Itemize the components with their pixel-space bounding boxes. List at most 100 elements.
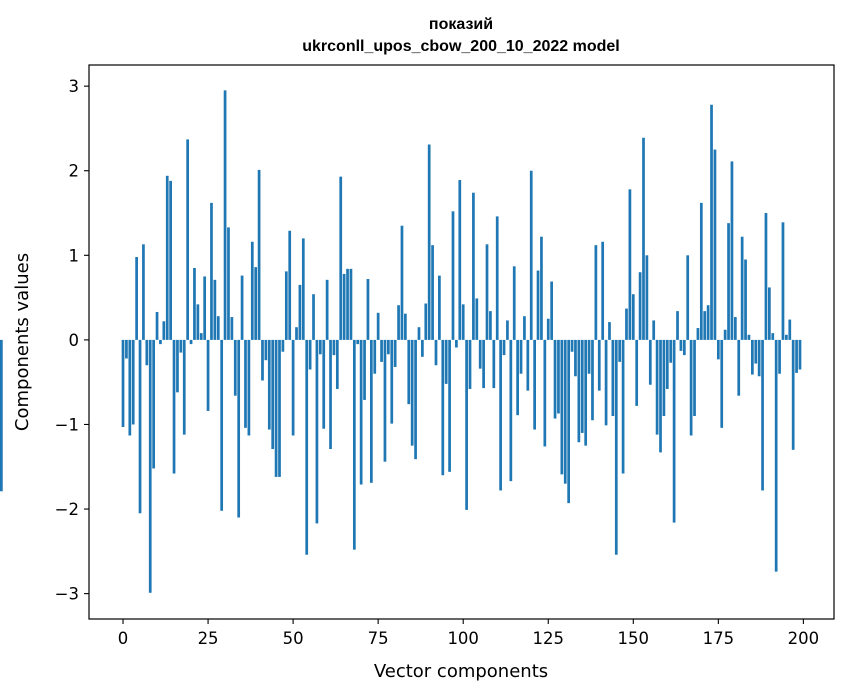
x-tick-label: 25 bbox=[198, 629, 219, 648]
bar-component-194 bbox=[781, 222, 785, 340]
bar-component-102 bbox=[468, 339, 472, 389]
bar-component-126 bbox=[550, 281, 554, 340]
bar-component-100 bbox=[461, 304, 465, 340]
bar-component-115 bbox=[512, 266, 516, 340]
x-tick-label: 200 bbox=[788, 629, 820, 648]
bar-component-72 bbox=[366, 278, 370, 340]
bar-component-10 bbox=[155, 311, 159, 340]
bar-component-57 bbox=[315, 339, 319, 524]
bar-component-193 bbox=[778, 339, 781, 374]
bar-component-178 bbox=[727, 223, 730, 340]
bar-component-136 bbox=[584, 339, 588, 446]
bar-component-145 bbox=[614, 339, 618, 555]
bar-component-40 bbox=[257, 169, 261, 340]
bar-component-185 bbox=[751, 339, 754, 375]
bar-component-110 bbox=[495, 216, 499, 340]
bar-component-87 bbox=[417, 327, 421, 340]
y-tick-label: −2 bbox=[55, 500, 79, 519]
bar-component-2 bbox=[128, 339, 132, 436]
bar-component-137 bbox=[587, 339, 591, 374]
bar-component-69 bbox=[356, 339, 360, 345]
bar-component-160 bbox=[665, 339, 669, 389]
bar-component-36 bbox=[244, 339, 247, 428]
bar-component-198 bbox=[795, 339, 798, 373]
bar-component-34 bbox=[237, 339, 241, 518]
bar-component-134 bbox=[577, 339, 581, 443]
bar-component-65 bbox=[342, 273, 346, 340]
x-axis: 0 25 50 75 100 125 150 175 200 bbox=[118, 619, 819, 648]
x-axis-label: Vector components bbox=[374, 661, 548, 682]
y-tick-label: 0 bbox=[69, 331, 80, 350]
bar-component-89 bbox=[424, 303, 428, 340]
bar-component-26 bbox=[210, 202, 213, 340]
bar-component-187 bbox=[757, 339, 761, 377]
bar-component-197 bbox=[791, 339, 795, 450]
bar-component-191 bbox=[771, 333, 775, 340]
bar-component-undefined bbox=[0, 339, 3, 492]
bar-component-130 bbox=[563, 339, 567, 484]
bar-component-167 bbox=[689, 339, 693, 436]
y-tick-label: 1 bbox=[69, 246, 80, 265]
bar-component-119 bbox=[526, 339, 530, 391]
bar-component-68 bbox=[352, 339, 356, 550]
bar-component-3 bbox=[131, 339, 135, 425]
bar-component-159 bbox=[662, 339, 666, 417]
bar-component-99 bbox=[458, 180, 462, 340]
bar-component-172 bbox=[706, 305, 710, 340]
bar-component-127 bbox=[553, 339, 557, 419]
bar-component-153 bbox=[642, 137, 645, 340]
bar-component-171 bbox=[703, 311, 707, 340]
bar-component-22 bbox=[196, 304, 200, 340]
bar-component-27 bbox=[213, 279, 217, 340]
bar-component-152 bbox=[638, 272, 642, 340]
bar-component-96 bbox=[448, 339, 451, 472]
bar-component-175 bbox=[716, 339, 720, 360]
bar-component-176 bbox=[720, 339, 724, 428]
bar-component-8 bbox=[148, 339, 152, 593]
x-tick-label: 175 bbox=[703, 629, 735, 648]
bar-component-86 bbox=[414, 339, 417, 460]
bar-component-59 bbox=[322, 339, 326, 429]
bar-component-104 bbox=[475, 298, 479, 340]
bar-component-132 bbox=[570, 339, 574, 352]
bar-component-139 bbox=[594, 245, 598, 340]
x-tick-label: 125 bbox=[532, 629, 564, 648]
y-tick-label: −3 bbox=[55, 585, 79, 604]
bar-component-125 bbox=[546, 318, 550, 340]
bar-component-21 bbox=[193, 267, 196, 340]
bar-component-183 bbox=[744, 259, 747, 340]
chart-title-line-1: показий bbox=[429, 16, 493, 33]
bar-component-105 bbox=[478, 339, 482, 369]
bar-component-195 bbox=[785, 334, 788, 340]
bar-component-6 bbox=[142, 244, 145, 340]
bar-component-161 bbox=[669, 339, 673, 363]
bar-component-188 bbox=[761, 339, 764, 491]
bar-component-64 bbox=[339, 176, 343, 340]
bar-component-52 bbox=[298, 284, 302, 340]
bar-component-117 bbox=[519, 339, 523, 374]
bar-component-192 bbox=[774, 339, 778, 572]
bar-component-162 bbox=[672, 339, 676, 523]
bar-component-144 bbox=[611, 339, 615, 417]
bar-component-60 bbox=[325, 279, 329, 340]
bar-component-151 bbox=[635, 339, 639, 406]
bar-component-61 bbox=[329, 339, 332, 449]
bar-component-148 bbox=[625, 308, 628, 340]
bar-component-129 bbox=[560, 339, 564, 475]
bar-component-29 bbox=[220, 339, 224, 511]
bar-component-44 bbox=[271, 339, 275, 449]
bar-component-84 bbox=[407, 339, 411, 405]
bar-component-135 bbox=[580, 339, 584, 433]
bars-group bbox=[0, 90, 802, 593]
bar-component-17 bbox=[179, 339, 183, 353]
bar-component-90 bbox=[427, 144, 431, 340]
bar-component-116 bbox=[516, 339, 519, 416]
bar-component-82 bbox=[400, 225, 404, 340]
bar-component-75 bbox=[376, 312, 380, 340]
bar-component-103 bbox=[472, 192, 475, 340]
bar-component-169 bbox=[696, 328, 700, 340]
bar-component-31 bbox=[227, 227, 230, 340]
bar-component-54 bbox=[305, 339, 309, 555]
bar-component-51 bbox=[295, 327, 298, 340]
